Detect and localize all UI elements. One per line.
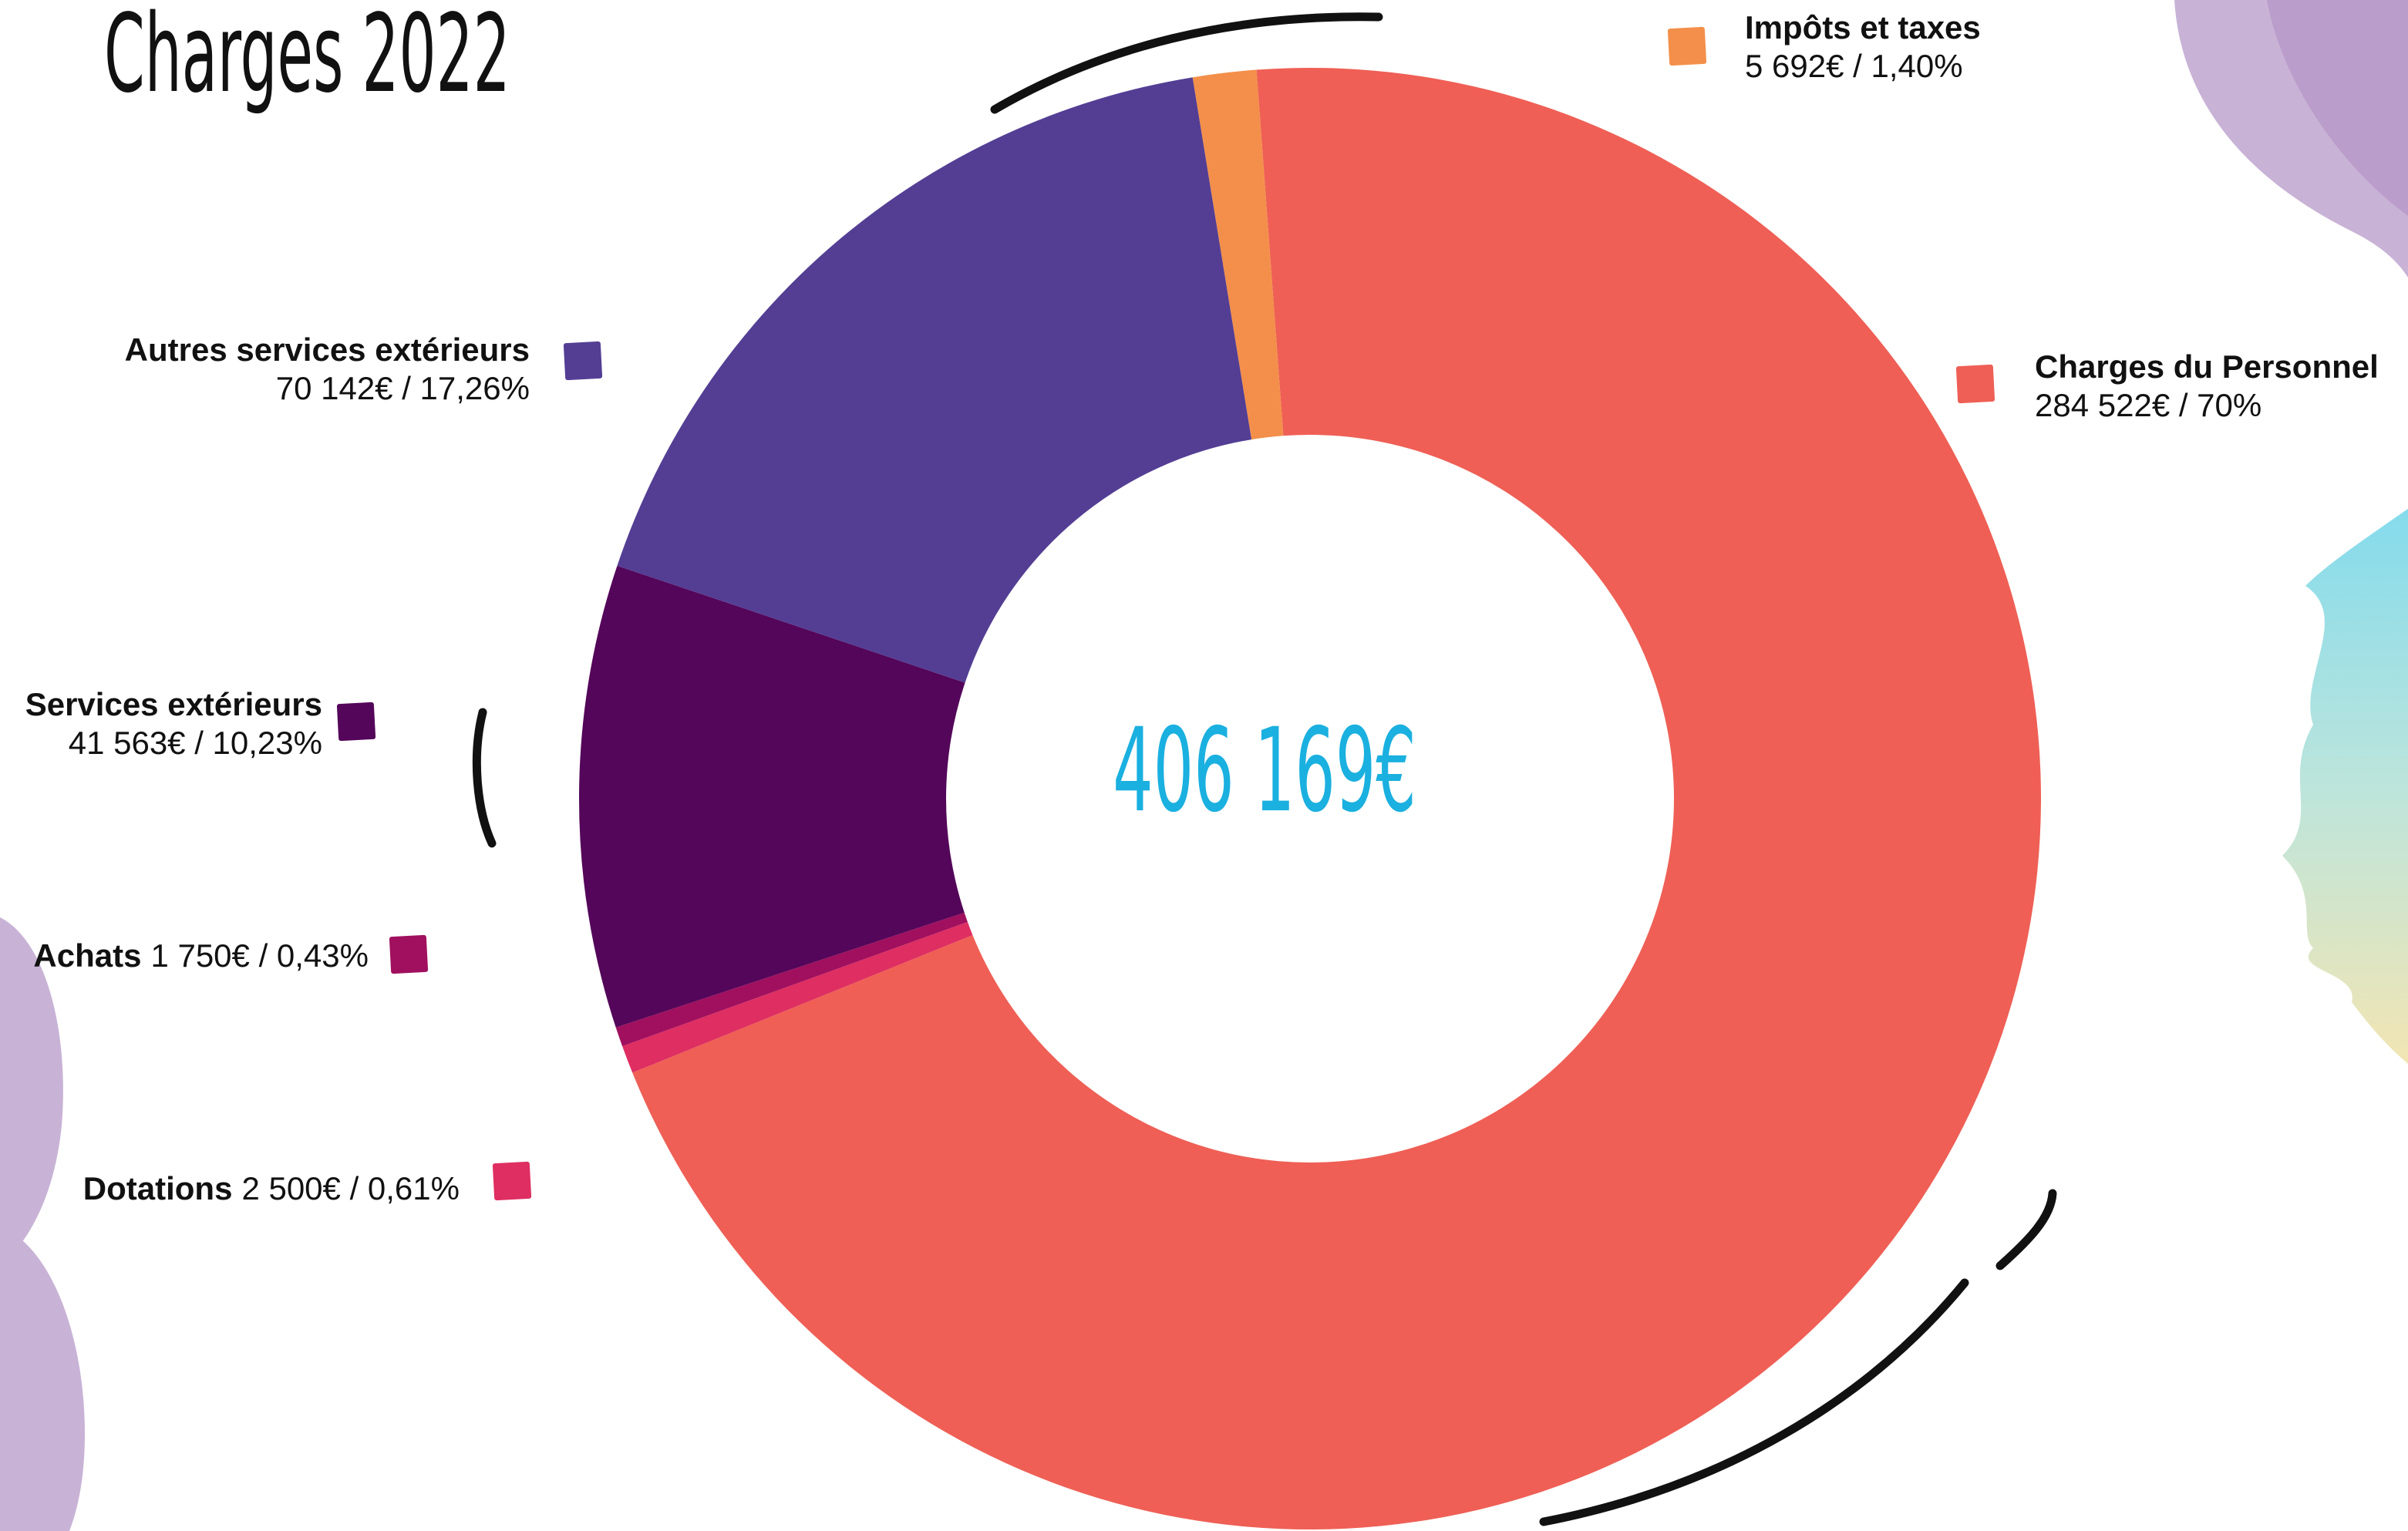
- slice: [622, 921, 973, 1073]
- legend-swatch: [389, 934, 429, 974]
- value-label: 1 750€ / 0,43%: [150, 937, 369, 974]
- value-label: 284 522€ / 70%: [2035, 387, 2261, 423]
- slice: [632, 68, 2041, 1529]
- legend-name: Impôts et taxes: [1745, 9, 1981, 45]
- slice: [615, 912, 968, 1047]
- legend-name: Services extérieurs: [25, 686, 322, 722]
- value-label: 70 142€ / 17,26%: [276, 370, 530, 406]
- legend-name: Charges du Personnel: [2035, 348, 2379, 385]
- total-label: 406 169€: [1113, 703, 1416, 838]
- decoration-strokes: [472, 12, 2057, 1526]
- legend-swatch: [336, 702, 376, 742]
- chart-title: Charges 2022: [104, 0, 510, 117]
- legend-swatch: [1667, 26, 1707, 66]
- legend-name: Achats: [33, 937, 141, 974]
- legend-entry: Achats 1 750€ / 0,43%: [33, 937, 369, 974]
- legend-entry: Dotations 2 500€ / 0,61%: [83, 1170, 460, 1206]
- value-label: 41 563€ / 10,23%: [69, 725, 322, 761]
- slice: [1192, 69, 1284, 440]
- legend-swatch: [492, 1161, 532, 1201]
- legend-name: Autres services extérieurs: [125, 331, 530, 368]
- legend-swatch: [563, 341, 603, 381]
- value-label: 2 500€ / 0,61%: [241, 1170, 460, 1206]
- legend-name: Dotations: [83, 1170, 233, 1206]
- slice: [617, 77, 1252, 683]
- legend-swatch: [1955, 364, 1995, 404]
- slices: [579, 68, 2041, 1529]
- value-label: 5 692€ / 1,40%: [1745, 48, 1963, 84]
- slice: [579, 565, 965, 1028]
